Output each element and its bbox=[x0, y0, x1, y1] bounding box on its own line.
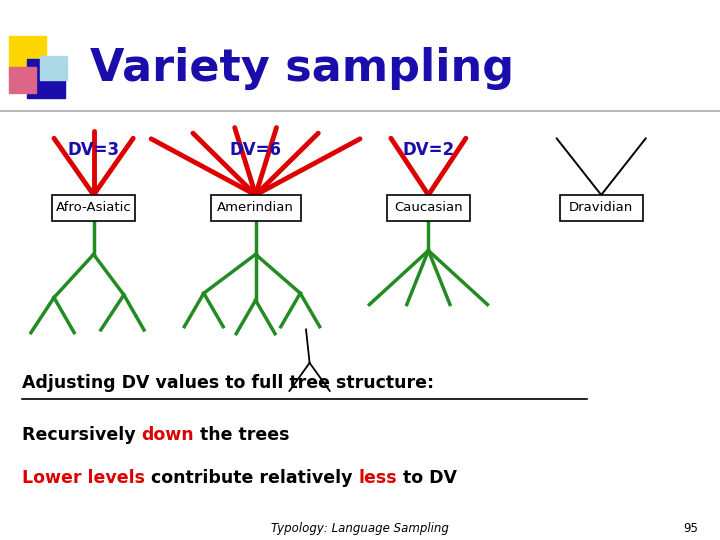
FancyBboxPatch shape bbox=[387, 195, 469, 221]
Bar bbox=[40, 56, 67, 80]
Text: Adjusting DV values to full tree structure:: Adjusting DV values to full tree structu… bbox=[22, 374, 433, 393]
FancyBboxPatch shape bbox=[560, 195, 643, 221]
Bar bbox=[9, 67, 36, 93]
Text: down: down bbox=[141, 426, 194, 444]
Text: Amerindian: Amerindian bbox=[217, 201, 294, 214]
Bar bbox=[9, 36, 46, 75]
Text: Variety sampling: Variety sampling bbox=[90, 47, 514, 90]
Text: to DV: to DV bbox=[397, 469, 456, 487]
Text: Dravidian: Dravidian bbox=[569, 201, 634, 214]
Text: Typology: Language Sampling: Typology: Language Sampling bbox=[271, 522, 449, 535]
Text: DV=2: DV=2 bbox=[402, 140, 454, 159]
Text: less: less bbox=[358, 469, 397, 487]
FancyBboxPatch shape bbox=[53, 195, 135, 221]
Text: DV=3: DV=3 bbox=[68, 140, 120, 159]
Bar bbox=[27, 59, 65, 98]
Text: contribute relatively: contribute relatively bbox=[145, 469, 358, 487]
Text: the trees: the trees bbox=[194, 426, 289, 444]
Text: Recursively: Recursively bbox=[22, 426, 141, 444]
Text: 95: 95 bbox=[683, 522, 698, 535]
FancyBboxPatch shape bbox=[210, 195, 301, 221]
Text: Afro-Asiatic: Afro-Asiatic bbox=[55, 201, 132, 214]
Text: Caucasian: Caucasian bbox=[394, 201, 463, 214]
Text: DV=6: DV=6 bbox=[230, 140, 282, 159]
Text: Lower levels: Lower levels bbox=[22, 469, 145, 487]
